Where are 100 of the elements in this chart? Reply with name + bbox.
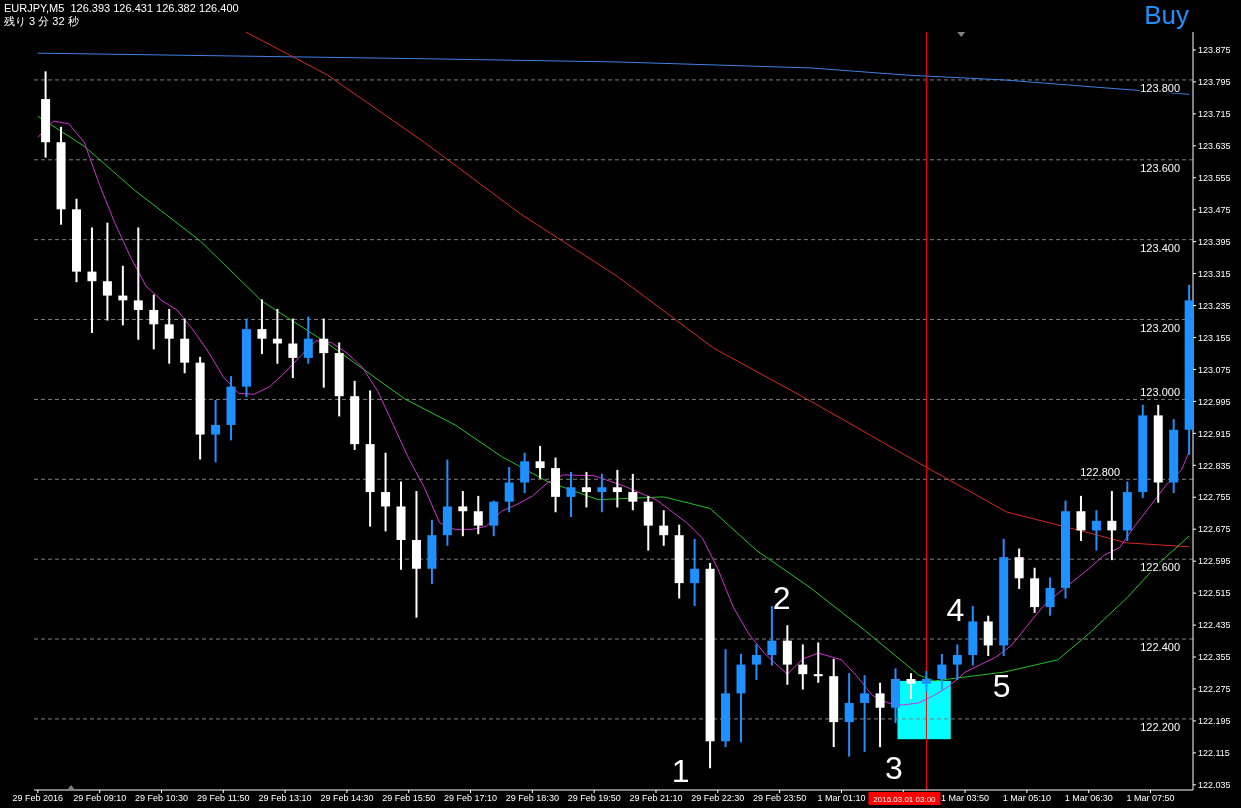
candlestick — [844, 673, 854, 757]
x-tick-label: 29 Feb 15:50 — [382, 793, 436, 804]
candlestick — [921, 671, 931, 693]
candlestick — [751, 644, 761, 680]
x-tick-label: 29 Feb 19:50 — [567, 793, 621, 804]
candlestick — [535, 445, 545, 479]
x-tick-label: 1 Mar 06:30 — [1064, 793, 1113, 804]
candlestick — [906, 673, 916, 700]
y-tick-label: 122.595 — [1198, 556, 1231, 567]
candlestick — [87, 227, 97, 333]
candlestick — [782, 625, 792, 685]
annotation: 1 — [671, 753, 690, 790]
candlestick — [473, 495, 483, 535]
y-tick-label: 122.915 — [1198, 428, 1231, 439]
candlestick — [952, 644, 962, 680]
candlestick — [288, 318, 298, 379]
candlestick — [102, 222, 112, 321]
y-tick-label: 123.235 — [1198, 300, 1231, 311]
line-series — [245, 32, 1190, 548]
candlestick — [1076, 495, 1086, 541]
y-tick-label: 123.395 — [1198, 236, 1231, 247]
candlestick — [489, 500, 499, 537]
chart-title: EURJPY,M5 126.393 126.431 126.382 126.400 — [4, 2, 239, 15]
candlestick — [1091, 510, 1101, 551]
x-tick-label: 1 Mar 03:50 — [941, 793, 990, 804]
candlestick — [164, 308, 174, 364]
chart-subtitle: 残り 3 分 32 秒 — [4, 15, 80, 28]
y-tick-label: 123.795 — [1198, 77, 1231, 88]
x-tick-label: 29 Feb 23:50 — [753, 793, 807, 804]
x-tick-label: 29 Feb 11:50 — [197, 793, 250, 804]
candlestick — [628, 473, 638, 511]
text: Buy — [1144, 0, 1189, 30]
candlestick — [659, 510, 669, 546]
candlestick — [983, 615, 993, 657]
candlestick — [690, 539, 700, 607]
x-tick-label: 1 Mar 07:50 — [1126, 793, 1175, 804]
annotation: 4 — [946, 592, 965, 629]
ref-line-label: 122.600 — [1140, 561, 1180, 574]
candlestick — [504, 467, 514, 513]
annotation: 3 — [885, 750, 903, 787]
y-tick-label: 122.835 — [1198, 460, 1231, 471]
y-tick-label: 123.315 — [1198, 268, 1231, 279]
candlestick — [1014, 548, 1024, 589]
candlestick — [133, 227, 143, 340]
candlestick — [180, 318, 190, 374]
x-tick-label: 29 Feb 10:30 — [134, 793, 189, 804]
candlestick — [520, 452, 530, 494]
y-tick-label: 123.155 — [1198, 332, 1231, 343]
x-tick-label: 29 Feb 13:10 — [258, 793, 312, 804]
y-tick-label: 122.115 — [1198, 748, 1230, 759]
x-tick-label: 29 Feb 09:10 — [73, 793, 127, 804]
annotation: 2 — [772, 580, 791, 617]
ref-line-label: 123.800 — [1140, 81, 1180, 94]
y-tick-label: 122.755 — [1198, 492, 1231, 503]
ref-line-label: 123.200 — [1140, 321, 1180, 334]
candlestick — [813, 642, 823, 683]
ref-line-label: 123.600 — [1140, 161, 1180, 174]
candlestick — [1045, 577, 1055, 616]
x-tick-label: 1 Mar 01:10 — [817, 793, 866, 804]
x-tick-label: 29 Feb 2016 — [12, 793, 64, 804]
y-tick-label: 122.995 — [1198, 396, 1231, 407]
annotation: 5 — [992, 668, 1011, 705]
candlestick — [798, 644, 808, 690]
y-tick-label: 122.435 — [1198, 620, 1231, 631]
candlestick — [581, 471, 591, 508]
ref-line-label: 123.000 — [1140, 386, 1180, 399]
ref-line-label: 122.200 — [1140, 720, 1180, 733]
y-tick-label: 123.555 — [1198, 172, 1231, 183]
ref-line-label: 122.800 — [1080, 466, 1120, 479]
y-tick-label: 123.475 — [1198, 204, 1231, 215]
x-tick-label: 29 Feb 21:10 — [629, 793, 683, 804]
y-tick-label: 122.515 — [1198, 588, 1231, 599]
y-tick-label: 123.875 — [1198, 45, 1231, 56]
candlestick — [211, 400, 221, 463]
candlestick — [597, 473, 607, 513]
y-tick-label: 123.075 — [1198, 364, 1231, 375]
ref-line-label: 122.400 — [1140, 641, 1180, 654]
x-tick-label: 29 Feb 22:30 — [691, 793, 745, 804]
candlestick — [875, 682, 885, 748]
x-tick-label: 1 Mar 05:10 — [1002, 793, 1051, 804]
candlestick — [381, 452, 391, 532]
candlestick — [458, 491, 468, 537]
candlestick — [303, 316, 313, 364]
candlestick — [1107, 491, 1117, 561]
x-tick-label: 29 Feb 18:30 — [505, 793, 559, 804]
y-tick-label: 122.035 — [1198, 780, 1231, 790]
candlestick — [860, 675, 870, 752]
candlestick — [272, 308, 282, 364]
candlestick — [566, 471, 576, 518]
candlestick — [643, 495, 653, 551]
y-tick-label: 122.195 — [1198, 716, 1231, 727]
candlestick — [257, 299, 267, 355]
ref-line-label: 2016.03.01 03:00 — [873, 795, 937, 804]
candlestick — [149, 294, 159, 350]
y-tick-label: 122.675 — [1198, 524, 1231, 535]
candlestick — [319, 318, 329, 388]
ref-line-label: 123.400 — [1140, 241, 1180, 254]
y-tick-label: 122.355 — [1198, 652, 1231, 663]
candlestick — [612, 469, 622, 508]
x-tick-label: 29 Feb 14:30 — [320, 793, 374, 804]
